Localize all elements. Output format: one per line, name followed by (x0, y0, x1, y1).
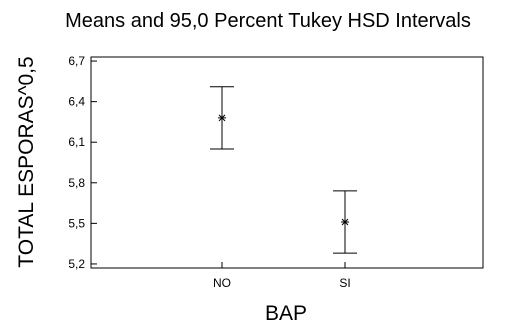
y-axis: 6,7 6,4 6,1 5,8 5,5 5,2 (68, 54, 97, 271)
plot-area (210, 86, 357, 254)
y-tick-label: 5,2 (68, 257, 85, 271)
mean-marker-stroke (218, 114, 226, 122)
y-tick-label: 6,7 (68, 54, 85, 68)
y-tick-label: 5,5 (68, 216, 85, 230)
mean-marker-stroke (341, 218, 349, 226)
plot-frame (90, 56, 484, 269)
y-tick-label: 5,8 (68, 176, 85, 190)
x-tick-label: SI (339, 276, 350, 290)
x-tick-label: NO (213, 276, 231, 290)
y-tick-label: 6,1 (68, 135, 85, 149)
y-axis-label: TOTAL ESPORAS^0,5 (15, 56, 38, 267)
y-tick-label: 6,4 (68, 95, 85, 109)
mean-marker (218, 113, 226, 122)
x-axis: NO SI (213, 262, 351, 290)
mean-marker (341, 218, 349, 227)
chart-title: Means and 95,0 Percent Tukey HSD Interva… (65, 10, 471, 32)
x-axis-label: BAP (265, 302, 307, 325)
